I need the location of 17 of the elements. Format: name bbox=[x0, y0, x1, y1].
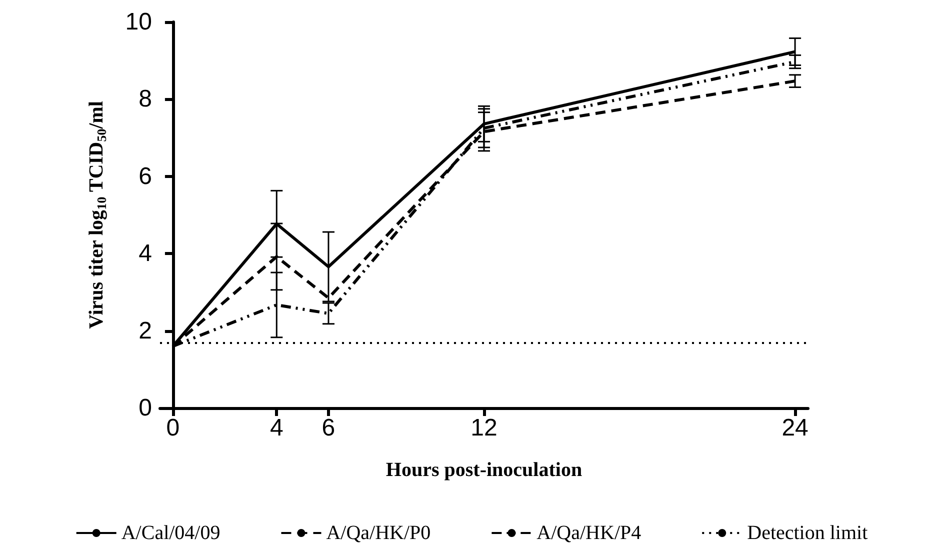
y-tick-label: 2 bbox=[138, 317, 152, 344]
y-tick-label: 10 bbox=[125, 8, 152, 36]
y-tick-label: 4 bbox=[138, 240, 152, 268]
x-tick-label: 6 bbox=[322, 414, 336, 442]
y-tick-label: 0 bbox=[138, 394, 152, 422]
y-axis-title: Virus titer log10 TCID50/ml bbox=[86, 100, 109, 329]
x-tick-label: 4 bbox=[270, 414, 284, 442]
x-tick-label: 12 bbox=[470, 414, 498, 442]
x-tick-label: 24 bbox=[782, 414, 808, 442]
legend-label: A/Cal/04/09 bbox=[121, 522, 220, 544]
x-tick-label: 0 bbox=[166, 414, 180, 442]
y-tick-label: 8 bbox=[138, 86, 152, 113]
legend-label: Detection limit bbox=[747, 522, 868, 544]
x-axis-title: Hours post-inoculation bbox=[386, 459, 582, 481]
legend-label: A/Qa/HK/P0 bbox=[326, 522, 431, 544]
legend-label: A/Qa/HK/P4 bbox=[536, 522, 642, 544]
y-tick-label: 6 bbox=[138, 162, 152, 190]
